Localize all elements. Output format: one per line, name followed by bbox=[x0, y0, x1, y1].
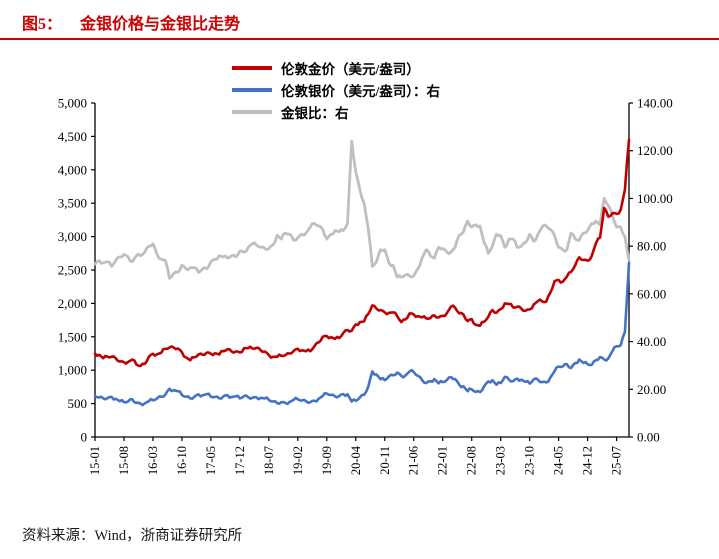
right-axis-tick-label: 40.00 bbox=[637, 334, 666, 349]
x-axis-tick-label: 24-05 bbox=[552, 446, 566, 475]
left-axis-tick-label: 4,000 bbox=[58, 162, 87, 177]
right-axis-tick-label: 80.00 bbox=[637, 239, 666, 254]
x-axis-tick-label: 17-12 bbox=[233, 446, 247, 475]
x-axis-tick-label: 17-05 bbox=[204, 446, 218, 475]
left-axis-tick-label: 1,500 bbox=[58, 329, 87, 344]
right-axis-tick-label: 140.00 bbox=[637, 96, 673, 111]
x-axis-tick-label: 24-12 bbox=[581, 446, 595, 475]
price-ratio-chart: 5,000 4,500 4,000 3,500 3,000 2,500 2,000 1,500… bbox=[58, 96, 673, 476]
right-axis-tick-label: 120.00 bbox=[637, 143, 673, 158]
legend-label-gold: 伦敦金价（美元/盎司） bbox=[281, 61, 420, 77]
source-note: 资料来源：Wind，浙商证券研究所 bbox=[22, 528, 243, 544]
figure-title-text: 金银价格与金银比走势 bbox=[80, 16, 241, 33]
ratio-line-swatch bbox=[232, 109, 272, 114]
gold-line-swatch bbox=[232, 65, 272, 70]
left-axis-tick-label: 2,000 bbox=[58, 296, 87, 311]
silver-line-swatch bbox=[232, 87, 272, 92]
x-axis-tick-label: 22-01 bbox=[436, 446, 450, 475]
right-axis-tick-label: 0.00 bbox=[637, 430, 660, 445]
legend-item-silver: 伦敦银价（美元/盎司）：右 bbox=[232, 82, 441, 99]
x-axis-tick-label: 20-04 bbox=[349, 445, 363, 475]
gold-silver-ratio-line bbox=[93, 139, 631, 280]
x-axis-tick-label: 16-03 bbox=[146, 446, 160, 475]
x-axis-tick-label: 19-09 bbox=[320, 446, 334, 475]
figure-title: 图5： 金银价格与金银比走势 bbox=[22, 10, 240, 34]
left-axis-tick-label: 500 bbox=[68, 396, 88, 411]
legend-label-ratio: 金银比：右 bbox=[281, 105, 349, 121]
x-axis-tick-label: 23-10 bbox=[523, 446, 537, 475]
right-axis-tick-label: 60.00 bbox=[637, 286, 666, 301]
left-axis-tick-label: 4,500 bbox=[58, 129, 87, 144]
x-axis-tick-label: 20-11 bbox=[378, 446, 392, 475]
legend-item-gold: 伦敦金价（美元/盎司） bbox=[232, 60, 440, 77]
x-axis-tick-label: 16-10 bbox=[175, 446, 189, 475]
gold-price-line bbox=[93, 138, 631, 368]
left-axis-tick-label: 5,000 bbox=[58, 96, 87, 111]
left-axis-tick-label: 3,500 bbox=[58, 196, 87, 211]
left-axis-tick-label: 0 bbox=[81, 430, 88, 445]
x-axis-tick-label: 25-07 bbox=[610, 446, 624, 475]
legend-item-ratio: 金银比：右 bbox=[232, 104, 440, 121]
title-underline bbox=[0, 38, 719, 40]
right-axis-tick-label: 100.00 bbox=[637, 191, 673, 206]
x-axis-tick-label: 18-07 bbox=[262, 446, 276, 475]
left-axis-tick-label: 3,000 bbox=[58, 229, 87, 244]
x-axis-tick-label: 15-08 bbox=[117, 446, 131, 475]
legend-label-silver: 伦敦银价（美元/盎司）：右 bbox=[281, 83, 441, 99]
left-axis-tick-label: 2,500 bbox=[58, 263, 87, 278]
x-axis-tick-label: 21-06 bbox=[407, 446, 421, 475]
right-axis-tick-label: 20.00 bbox=[637, 382, 666, 397]
chart-legend: 伦敦金价（美元/盎司） 伦敦银价（美元/盎司）：右 金银比：右 bbox=[232, 60, 441, 121]
x-axis-tick-label: 22-08 bbox=[465, 446, 479, 475]
figure-label: 图5： bbox=[22, 16, 63, 33]
x-axis-tick-label: 15-01 bbox=[88, 446, 102, 475]
x-axis-tick-label: 23-03 bbox=[494, 446, 508, 475]
x-axis-tick-label: 19-02 bbox=[291, 446, 305, 475]
left-axis-tick-label: 1,000 bbox=[58, 363, 87, 378]
silver-price-line bbox=[93, 261, 631, 407]
